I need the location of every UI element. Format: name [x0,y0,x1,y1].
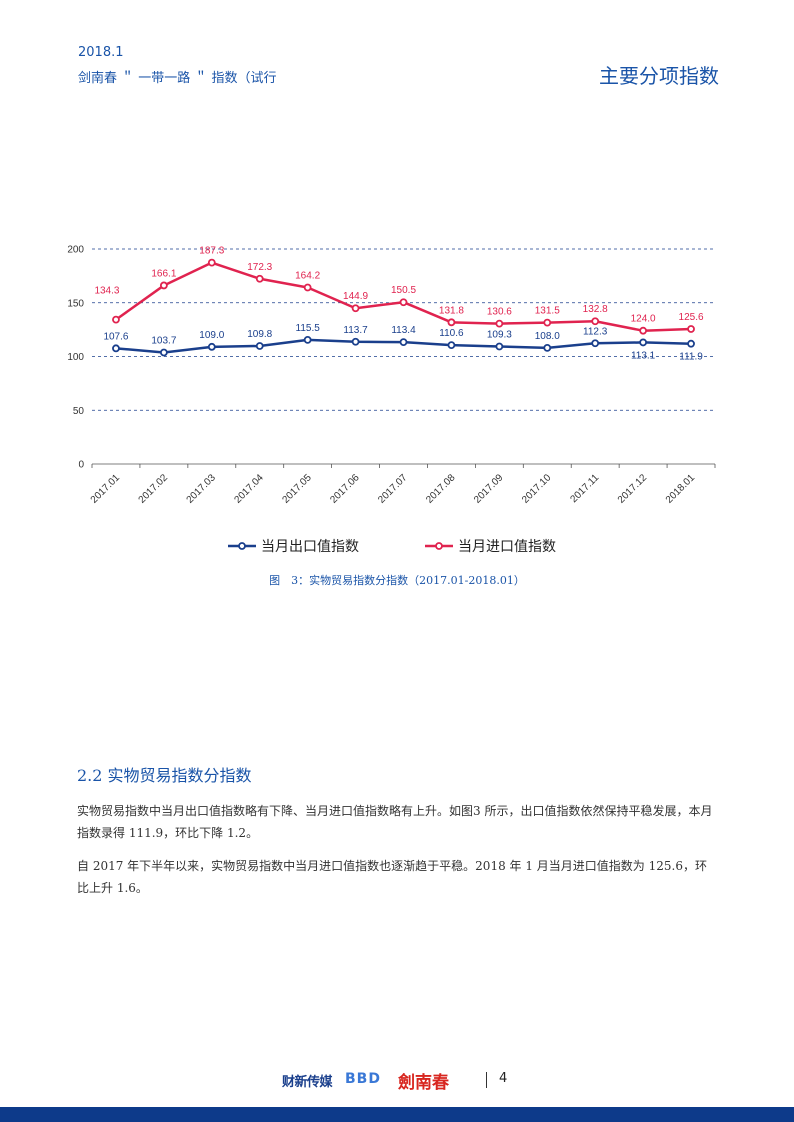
x-tick-label: 2017.06 [328,472,362,506]
data-label: 103.7 [151,336,176,347]
data-point [112,344,120,353]
data-label: 131.8 [439,305,464,316]
report-date: 2018.1 [78,45,124,60]
jiannanchun-logo: 劍南春 [398,1073,449,1093]
data-point [495,319,504,328]
caixin-logo: 财新传媒 [282,1075,333,1090]
data-label: 115.5 [296,323,321,334]
footer-divider [486,1072,487,1088]
data-point [351,337,360,346]
data-label: 124.0 [631,314,656,325]
series-line-2 [115,261,692,332]
data-label: 164.2 [295,270,320,281]
report-subtitle: 剑南春 ＂ 一带一路 ＂ 指数（试行 [78,71,277,86]
data-point [399,338,408,346]
data-label: 107.6 [103,331,128,342]
x-tick-label: 2017.10 [520,472,554,506]
data-point [687,325,695,333]
data-point [255,342,264,350]
data-point [255,274,264,283]
x-tick-label: 2017.03 [185,472,219,506]
data-point [447,318,456,327]
paragraph-2: 自 2017 年下半年以来，实物贸易指数中当月进口值指数也逐渐趋于平稳。2018… [77,859,707,895]
data-point [207,258,216,267]
page-number: 4 [499,1071,508,1086]
bottom-bar [0,1107,794,1122]
data-label: 109.0 [199,330,224,341]
data-label: 113.1 [631,350,656,361]
bbd-logo: BBD [345,1071,381,1087]
figure-caption: 图 3：实物贸易指数分指数（2017.01-2018.01） [269,574,525,587]
data-label: 172.3 [247,262,272,273]
data-label: 113.4 [391,325,416,336]
data-label: 130.6 [487,307,512,318]
legend-swatch-marker [238,542,246,550]
paragraph-1: 实物贸易指数中当月出口值指数略有下降、当月进口值指数略有上升。如图3 所示，出口… [77,804,713,840]
x-tick-label: 2018.01 [664,472,698,506]
x-tick-label: 2017.12 [616,472,650,506]
x-tick-label: 2017.09 [472,472,506,506]
x-tick-label: 2017.04 [233,472,267,506]
data-point [639,338,648,347]
data-label: 113.7 [343,325,368,336]
data-point [591,339,600,348]
y-tick-label: 150 [67,298,84,309]
legend-label-1: 当月出口值指数 [261,539,359,555]
y-tick-label: 50 [73,406,85,417]
data-label: 144.9 [343,291,368,302]
data-label: 134.3 [94,286,119,297]
x-tick-label: 2017.05 [280,472,314,506]
y-tick-label: 200 [67,245,84,256]
x-tick-label: 2017.08 [424,472,458,506]
line-chart: 0 50 100 150 200 2017.01 2017.02 2017.03 2017.04… [67,245,716,555]
data-label: 166.1 [151,268,176,279]
data-point [159,348,168,357]
legend-swatch-marker [435,542,443,550]
data-point [495,342,504,351]
data-label: 111.9 [679,352,703,363]
data-label: 131.5 [535,306,560,317]
data-point [351,304,360,313]
y-tick-label: 100 [67,352,84,363]
data-label: 132.8 [583,304,608,315]
data-point [303,335,312,344]
legend-label-2: 当月进口值指数 [458,539,556,555]
data-point [207,342,216,351]
section-header: 主要分项指数 [599,64,719,88]
data-label: 110.6 [439,328,464,339]
section-title: 2.2 实物贸易指数分指数 [77,766,252,785]
data-label: 125.6 [679,312,704,323]
data-point [303,283,312,292]
data-label: 112.3 [583,326,608,337]
data-point [543,318,552,327]
data-point [447,341,456,350]
data-point [687,339,695,348]
data-label: 150.5 [391,285,416,296]
data-point [591,317,600,326]
data-point [112,315,120,324]
data-label: 108.0 [535,331,560,342]
data-label: 109.8 [247,329,272,340]
data-point [159,281,168,290]
y-tick-label: 0 [78,460,84,471]
x-tick-label: 2017.02 [137,472,171,506]
x-tick-label: 2017.01 [89,472,123,506]
data-point [639,326,648,335]
data-point [399,298,408,307]
data-label: 187.3 [199,246,224,257]
x-tick-label: 2017.07 [376,472,410,506]
data-label: 109.3 [487,330,512,341]
data-point [543,343,552,352]
x-tick-label: 2017.11 [568,472,601,505]
